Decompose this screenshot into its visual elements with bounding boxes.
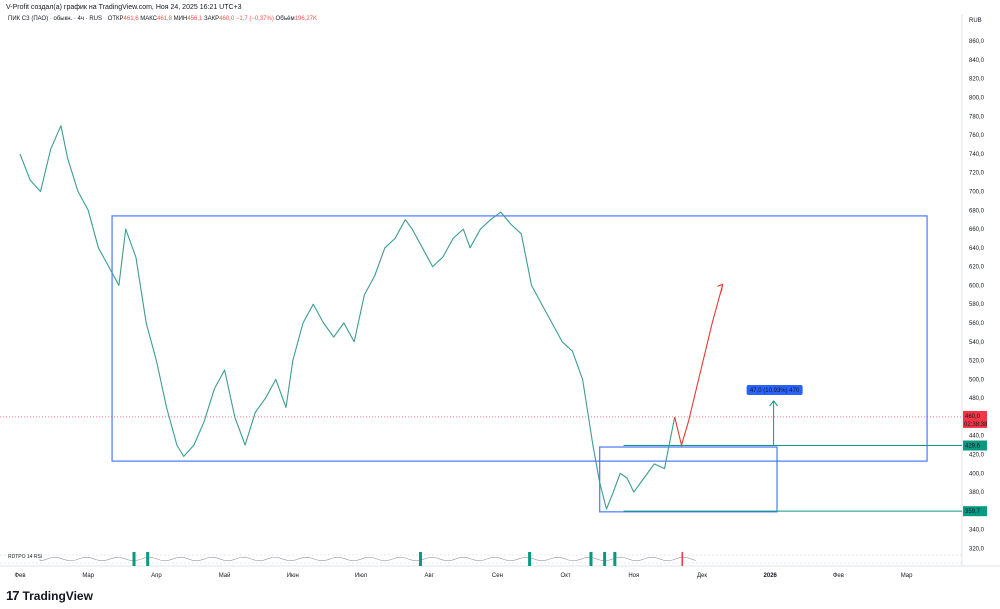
big-range-box[interactable] [111, 215, 928, 462]
indicator-green-signal [418, 552, 422, 566]
x-tick-label: Мар [82, 573, 94, 579]
y-tick-label: 320,0 [969, 546, 985, 552]
y-tick-label: 780,0 [969, 114, 985, 120]
y-tick-label: 760,0 [969, 133, 985, 139]
high-label: МАКС [140, 16, 157, 22]
x-tick-label: Июн [287, 573, 299, 579]
y-tick-label: 560,0 [969, 321, 985, 327]
y-tick-label: 660,0 [969, 227, 985, 233]
volume-value: 196,27K [294, 16, 318, 22]
indicator-green-signal [132, 552, 136, 566]
y-tick-label: 840,0 [969, 58, 985, 64]
y-tick-label: 540,0 [969, 340, 985, 346]
level-price-tag [963, 440, 987, 451]
price-series-overlay [19, 124, 675, 510]
y-tick-label: 420,0 [969, 453, 985, 459]
indicator-red-signal [681, 552, 684, 566]
current-price-label: 460,0 [965, 414, 981, 420]
open-value: 461,6 [123, 16, 139, 22]
projection-arrowhead [717, 283, 724, 292]
measure-arrowhead [769, 400, 779, 407]
tradingview-brand: TradingView [22, 588, 93, 603]
x-tick-label: Авг [425, 573, 435, 579]
small-range-box[interactable] [599, 446, 778, 513]
low-value: 456,1 [187, 16, 203, 22]
x-tick-label: Дек [697, 573, 707, 579]
x-tick-label: Мар [901, 573, 913, 579]
y-tick-label: 700,0 [969, 189, 985, 195]
measure-label: 47,0 (10,93%) 470 [750, 388, 800, 394]
y-tick-label: 640,0 [969, 246, 985, 252]
tradingview-logo-icon: 17 [6, 588, 20, 603]
y-tick-label: 800,0 [969, 96, 985, 102]
close-label: ЗАКР [204, 16, 220, 22]
indicator-green-signal [613, 552, 617, 566]
level-price-label: 359,7 [965, 509, 981, 515]
x-tick-label: Май [219, 572, 231, 579]
indicator-green-signal [528, 552, 532, 566]
y-tick-label: 600,0 [969, 283, 985, 289]
y-tick-label: 480,0 [969, 396, 985, 402]
measure-label-box [746, 384, 803, 395]
indicator-green-signal [603, 552, 607, 566]
close-value: 460,0 [219, 16, 235, 22]
y-tick-label: 820,0 [969, 77, 985, 83]
indicator-label: RDTPO 14 RSI [8, 554, 42, 560]
level-price-tag [963, 506, 987, 517]
high-value: 461,8 [156, 16, 172, 22]
open-label: ОТКР [107, 16, 124, 22]
y-tick-label: 500,0 [969, 377, 985, 383]
change-value: −1,7 (−0,37%) [235, 16, 274, 22]
x-tick-label: 2026 [764, 573, 778, 579]
indicator-green-signal [146, 552, 150, 566]
y-tick-label: 340,0 [969, 528, 985, 534]
x-tick-label: Сен [492, 573, 503, 579]
x-tick-label: Фев [833, 573, 844, 579]
indicator-wave [39, 556, 697, 562]
y-tick-label: 620,0 [969, 265, 985, 271]
y-tick-label: 860,0 [969, 39, 985, 45]
chart-header: V-Profit создал(а) график на TradingView… [6, 4, 242, 11]
y-tick-label: 720,0 [969, 171, 985, 177]
x-tick-label: Фев [14, 573, 25, 579]
y-tick-label: 400,0 [969, 471, 985, 477]
projection-line[interactable] [674, 285, 724, 448]
symbol-name[interactable]: ПИК СЗ (ПАО) · обыкн. · 4ч · RUS [8, 16, 103, 22]
x-tick-label: Июл [355, 573, 368, 579]
y-tick-label: 440,0 [969, 434, 985, 440]
y-tick-label: 380,0 [969, 490, 985, 496]
x-tick-label: Апр [151, 573, 162, 579]
symbol-legend: ПИК СЗ (ПАО) · обыкн. · 4ч · RUS ОТКР461… [8, 16, 317, 22]
tradingview-footer: 17 TradingView [6, 588, 93, 603]
level-price-label: 429,6 [965, 444, 981, 450]
volume-label: Объём [275, 16, 295, 22]
currency-label: RUB [969, 18, 982, 24]
y-tick-label: 680,0 [969, 208, 985, 214]
x-tick-label: Окт [561, 573, 571, 579]
price-series-line[interactable] [19, 125, 676, 510]
current-price-timer: 02:38:38 [964, 422, 988, 428]
y-tick-label: 580,0 [969, 302, 985, 308]
y-tick-label: 740,0 [969, 152, 985, 158]
y-tick-label: 520,0 [969, 359, 985, 365]
x-tick-label: Ноя [628, 573, 639, 579]
low-label: МИН [173, 16, 188, 22]
indicator-green-signal [589, 552, 593, 566]
current-price-tag [963, 410, 987, 428]
